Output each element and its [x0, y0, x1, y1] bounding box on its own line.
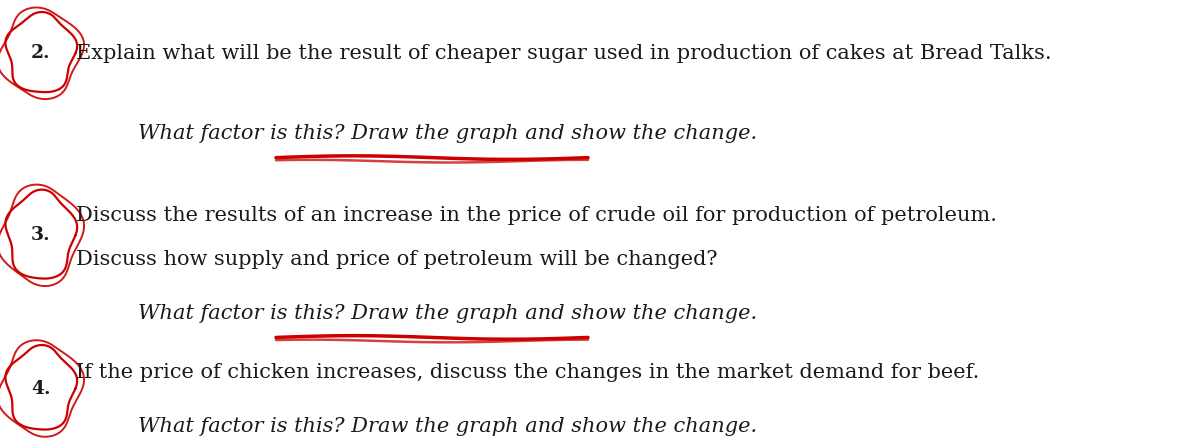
Text: Discuss how supply and price of petroleum will be changed?: Discuss how supply and price of petroleu…	[76, 250, 718, 269]
Text: 3.: 3.	[31, 226, 50, 244]
Text: Discuss the results of an increase in the price of crude oil for production of p: Discuss the results of an increase in th…	[76, 206, 997, 225]
Text: 2.: 2.	[31, 44, 50, 62]
Text: If the price of chicken increases, discuss the changes in the market demand for : If the price of chicken increases, discu…	[76, 364, 979, 382]
Text: What factor is this? Draw the graph and show the change.: What factor is this? Draw the graph and …	[138, 124, 757, 143]
Text: 4.: 4.	[31, 380, 50, 397]
Text: What factor is this? Draw the graph and show the change.: What factor is this? Draw the graph and …	[138, 417, 757, 436]
Text: What factor is this? Draw the graph and show the change.: What factor is this? Draw the graph and …	[138, 304, 757, 322]
Text: Explain what will be the result of cheaper sugar used in production of cakes at : Explain what will be the result of cheap…	[76, 44, 1051, 63]
